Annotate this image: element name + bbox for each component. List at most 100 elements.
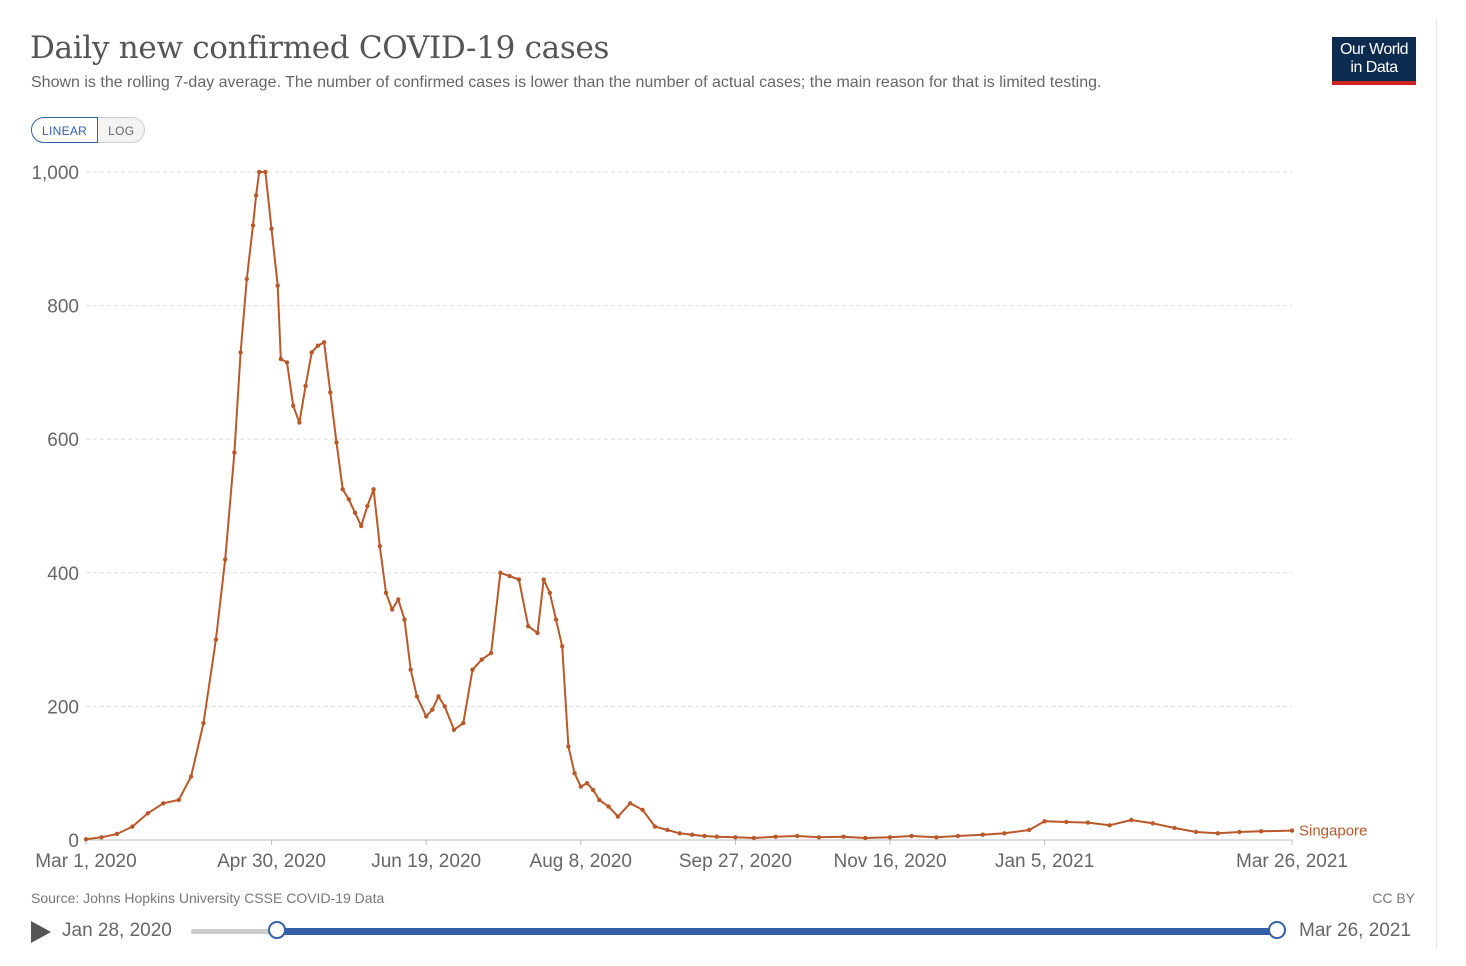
timeline-selected-range[interactable]: [277, 928, 1277, 935]
data-point: [535, 630, 540, 636]
data-point: [250, 223, 256, 228]
data-point: [396, 597, 401, 602]
data-point: [257, 169, 262, 175]
data-point: [1002, 831, 1007, 836]
data-point: [572, 771, 577, 776]
data-point: [1042, 819, 1047, 824]
data-point: [278, 356, 283, 362]
y-tick-label: 600: [47, 430, 79, 451]
timeline-end-handle[interactable]: [1268, 921, 1286, 939]
log-scale-button[interactable]: LOG: [98, 117, 146, 143]
license-link[interactable]: CC BY: [1372, 890, 1415, 906]
data-point: [1215, 831, 1221, 836]
data-point: [213, 637, 219, 642]
data-point: [795, 833, 800, 839]
data-point: [566, 744, 571, 749]
data-point: [1289, 828, 1295, 833]
data-point: [275, 283, 280, 288]
data-point: [578, 784, 583, 789]
series-label: Singapore: [1299, 823, 1367, 840]
logo-line-2: in Data: [1350, 59, 1398, 76]
data-point: [130, 824, 135, 829]
data-point: [365, 503, 370, 509]
x-tick-label: Sep 27, 2020: [679, 851, 792, 872]
data-point: [346, 497, 351, 502]
data-point: [1107, 823, 1112, 828]
data-point: [547, 590, 552, 595]
data-point: [560, 644, 565, 649]
data-point: [442, 704, 447, 709]
chart-title: Daily new confirmed COVID-19 cases: [30, 30, 610, 66]
y-tick-label: 200: [47, 697, 79, 718]
data-point: [507, 573, 512, 579]
data-point: [201, 720, 206, 726]
data-point: [479, 657, 484, 662]
data-point: [714, 834, 719, 839]
x-tick-label: Aug 8, 2020: [530, 851, 632, 872]
data-point: [321, 340, 327, 345]
data-point: [665, 827, 670, 833]
data-point: [269, 226, 274, 231]
data-point: [677, 831, 682, 836]
scale-toggle: LINEAR LOG: [31, 117, 146, 143]
x-tick-label: Apr 30, 2020: [217, 851, 326, 872]
data-point: [340, 487, 345, 492]
data-point: [176, 797, 181, 803]
timeline-end-date: Mar 26, 2021: [1299, 920, 1411, 941]
data-point: [751, 835, 757, 841]
data-point: [389, 607, 395, 612]
data-point: [816, 835, 822, 840]
data-point: [1129, 817, 1134, 823]
data-point: [232, 450, 237, 455]
timeline-start-handle[interactable]: [268, 921, 286, 939]
data-point: [733, 835, 738, 840]
data-point: [498, 570, 503, 575]
line-chart: 0 200 400 600 800 1,000 Mar 1, 2020 Apr 30, 20…: [31, 163, 1367, 872]
data-point: [689, 832, 695, 837]
logo-line-1: Our World: [1339, 41, 1409, 58]
owid-logo[interactable]: Our World in Data: [1332, 37, 1416, 85]
data-point: [114, 831, 120, 837]
data-point: [909, 833, 914, 839]
data-point: [383, 590, 389, 595]
data-point: [334, 440, 339, 445]
data-point: [1258, 829, 1264, 834]
y-tick-label: 1,000: [31, 163, 79, 184]
data-point: [470, 667, 475, 672]
data-point: [297, 420, 302, 425]
timeline-start-date: Jan 28, 2020: [62, 920, 172, 941]
y-tick-label: 400: [47, 564, 79, 585]
data-point: [584, 781, 590, 786]
play-button-icon[interactable]: [31, 921, 51, 943]
data-point: [430, 707, 435, 712]
chart-subtitle: Shown is the rolling 7-day average. The …: [31, 74, 1102, 91]
data-point: [414, 694, 420, 699]
data-point: [83, 837, 89, 842]
data-point: [263, 169, 268, 175]
data-point: [541, 577, 546, 582]
data-point: [597, 797, 602, 803]
data-point: [702, 833, 707, 839]
data-point: [590, 787, 596, 793]
data-point: [652, 824, 658, 829]
data-point: [238, 350, 243, 355]
data-point: [291, 403, 296, 408]
data-point: [606, 804, 611, 809]
data-point: [640, 807, 645, 813]
data-point: [402, 617, 407, 622]
y-axis-tick-labels: 0 200 400 600 800 1,000: [31, 163, 79, 852]
data-point: [461, 720, 466, 726]
y-tick-label: 800: [47, 297, 79, 318]
data-point: [863, 835, 868, 841]
data-point: [253, 193, 259, 198]
data-point: [99, 835, 104, 840]
data-point: [980, 832, 985, 837]
data-point: [887, 835, 893, 840]
data-point: [451, 727, 457, 732]
data-point: [371, 487, 376, 492]
linear-scale-button[interactable]: LINEAR: [31, 117, 99, 143]
data-point: [161, 801, 166, 806]
data-point: [1064, 819, 1069, 825]
x-tick-label: Mar 1, 2020: [35, 851, 136, 872]
x-tick-label: Mar 26, 2021: [1236, 851, 1348, 872]
